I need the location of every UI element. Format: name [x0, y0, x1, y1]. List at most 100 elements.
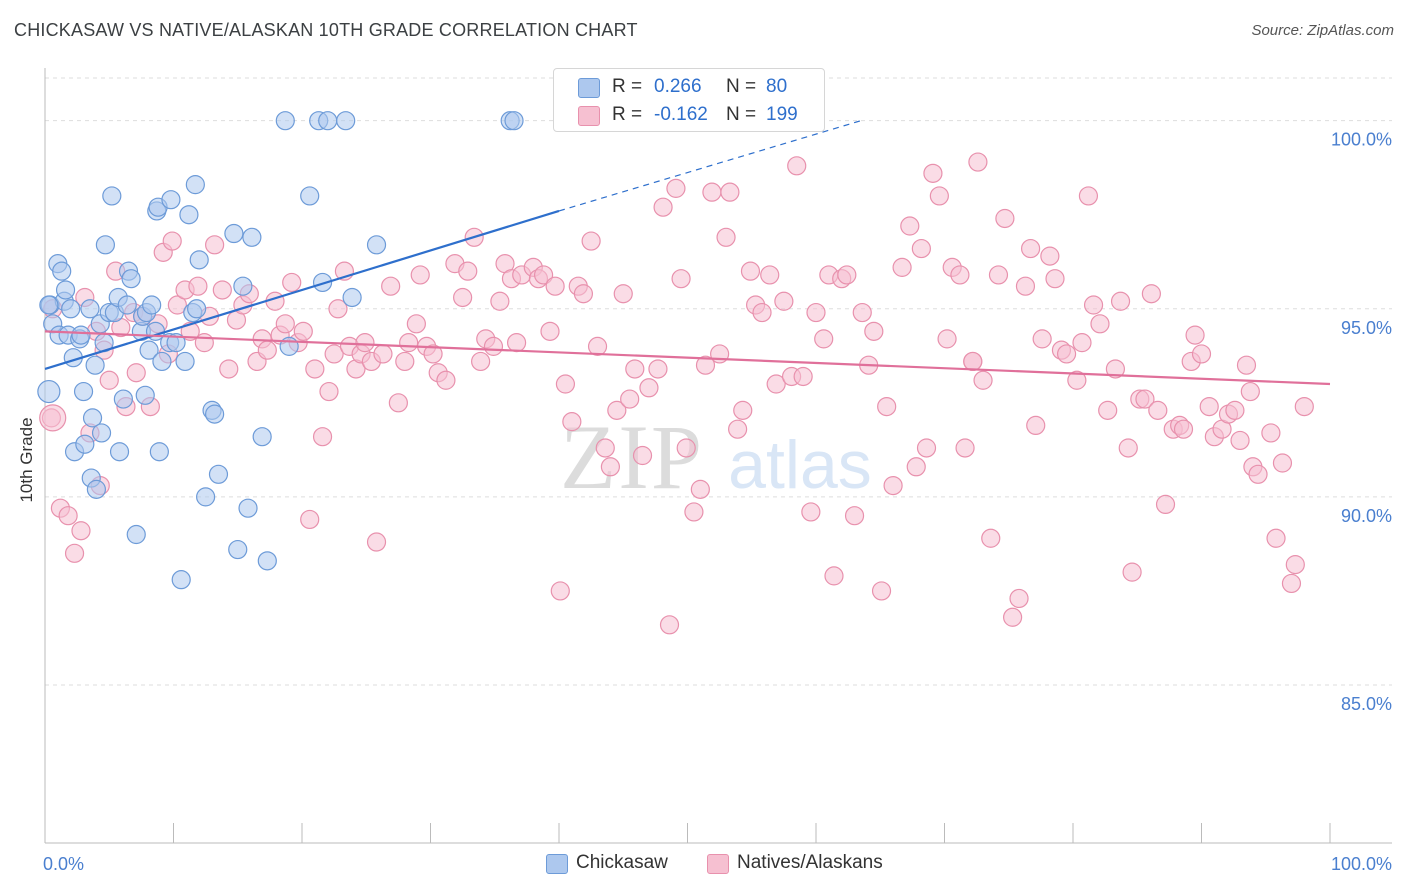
natives-alaskans-point: [562, 412, 582, 432]
natives-alaskans-point: [787, 156, 807, 176]
natives-alaskans-point: [1083, 295, 1104, 315]
natives-alaskans-point: [607, 400, 627, 420]
stats-legend-row-natives: R = -0.162 N = 199: [554, 101, 824, 129]
natives-alaskans-point: [950, 265, 970, 285]
natives-alaskans-point: [988, 265, 1009, 285]
chickasaw-point: [85, 355, 105, 375]
natives-alaskans-point: [814, 329, 834, 349]
chickasaw-point: [189, 250, 209, 270]
natives-alaskans-point: [99, 370, 119, 390]
natives-alaskans-point: [955, 438, 975, 458]
natives-alaskans-point: [844, 506, 865, 526]
natives-alaskans-point: [653, 197, 673, 217]
natives-alaskans-point: [581, 231, 601, 251]
chickasaw-point: [80, 299, 100, 319]
natives-alaskans-point: [162, 231, 182, 251]
natives-alaskans-point: [126, 363, 146, 383]
natives-alaskans-point: [1003, 607, 1023, 627]
natives-alaskans-point: [883, 475, 903, 496]
natives-alaskans-point: [1173, 419, 1194, 439]
chickasaw-point: [135, 385, 155, 405]
natives-alaskans-point: [550, 581, 570, 601]
stats-legend: R = 0.266 N = 80 R = -0.162 N = 199: [553, 68, 825, 132]
natives-alaskans-point: [760, 265, 780, 285]
legend-item-natives-alaskans[interactable]: Natives/Alaskans: [707, 851, 907, 877]
natives-alaskans-point: [695, 355, 716, 375]
natives-alaskans-point: [1199, 396, 1219, 417]
chickasaw-point: [252, 427, 272, 447]
natives-alaskans-point: [555, 374, 576, 394]
natives-alaskans-point: [355, 333, 375, 353]
natives-alaskans-point: [824, 566, 844, 586]
natives-alaskans-point: [916, 438, 937, 458]
natives-alaskans-point: [1281, 573, 1302, 594]
natives-alaskans-point: [1072, 333, 1092, 353]
natives-alaskans-point: [1122, 562, 1142, 582]
natives-alaskans-point: [410, 265, 430, 285]
natives-alaskans-point: [453, 287, 473, 308]
chickasaw-point: [208, 464, 229, 484]
natives-alaskans-point: [471, 351, 491, 372]
natives-alaskans-point: [545, 276, 565, 296]
chickasaw-point: [142, 295, 162, 315]
legend-item-chickasaw[interactable]: Chickasaw: [546, 851, 686, 877]
natives-alaskans-point: [319, 381, 339, 402]
chickasaw-point: [238, 498, 258, 518]
chickasaw-point: [73, 381, 94, 402]
natives-alaskans-point: [968, 152, 988, 172]
natives-alaskans-point: [690, 479, 710, 499]
watermark-atlas: atlas: [728, 427, 872, 503]
natives-alaskans-point: [1191, 344, 1212, 364]
natives-alaskans-point: [458, 261, 478, 281]
natives-alaskans-point: [995, 208, 1015, 229]
natives-alaskans-point: [1105, 359, 1126, 379]
chickasaw-point: [366, 235, 387, 255]
x-tick-label: 100.0%: [1331, 854, 1392, 874]
natives-alaskans-point: [937, 329, 957, 349]
chickasaw-point: [504, 111, 524, 131]
x-tick-label: 0.0%: [43, 854, 84, 874]
natives-alaskans-point: [1032, 329, 1052, 349]
chickasaw-point: [126, 524, 146, 545]
n-label: N =: [726, 104, 757, 125]
natives-alaskans-point: [981, 528, 1001, 548]
chickasaw-point: [139, 340, 159, 360]
chickasaw-point: [82, 408, 103, 428]
natives-alaskans-point: [900, 216, 920, 236]
natives-alaskans-point: [613, 284, 633, 304]
natives-alaskans-point: [436, 370, 456, 390]
natives-alaskans-point: [766, 374, 786, 394]
chickasaw-point: [336, 111, 356, 131]
natives-alaskans-point: [1248, 464, 1268, 484]
natives-alaskans-point: [871, 581, 892, 601]
chickasaw-point: [61, 299, 81, 319]
natives-alaskans-point: [639, 378, 659, 398]
chickasaw-point: [52, 261, 72, 281]
natives-alaskans-point: [620, 389, 640, 409]
tick-labels: 85.0% 90.0% 95.0% 100.0% 0.0% 100.0%: [43, 130, 1392, 874]
legend-label: Natives/Alaskans: [737, 852, 883, 873]
natives-alaskans-point: [911, 238, 931, 259]
y-axis-label: 10th Grade: [17, 417, 36, 502]
natives-alaskans-point: [540, 321, 560, 341]
chickasaw-point: [318, 111, 338, 131]
natives-alaskans-point: [1266, 528, 1286, 548]
chickasaw-point: [91, 423, 112, 443]
chickasaw-point: [179, 205, 199, 225]
natives-alaskans-point: [625, 359, 645, 379]
chickasaw-point: [75, 434, 95, 454]
natives-alaskans-point: [1110, 291, 1131, 311]
natives-alaskans-point: [1118, 438, 1138, 458]
natives-alaskans-point: [219, 359, 239, 379]
y-tick-label: 85.0%: [1341, 694, 1392, 714]
r-label: R =: [612, 104, 643, 125]
natives-alaskans-point: [381, 276, 401, 296]
natives-alaskans-point: [483, 336, 504, 356]
natives-alaskans-point: [1185, 325, 1205, 345]
chickasaw-point: [37, 379, 61, 404]
natives-alaskans-point: [906, 457, 926, 477]
natives-alaskans-point: [188, 276, 208, 296]
source-label: Source: ZipAtlas.com: [1251, 22, 1394, 39]
natives-alaskans-point: [366, 532, 387, 552]
